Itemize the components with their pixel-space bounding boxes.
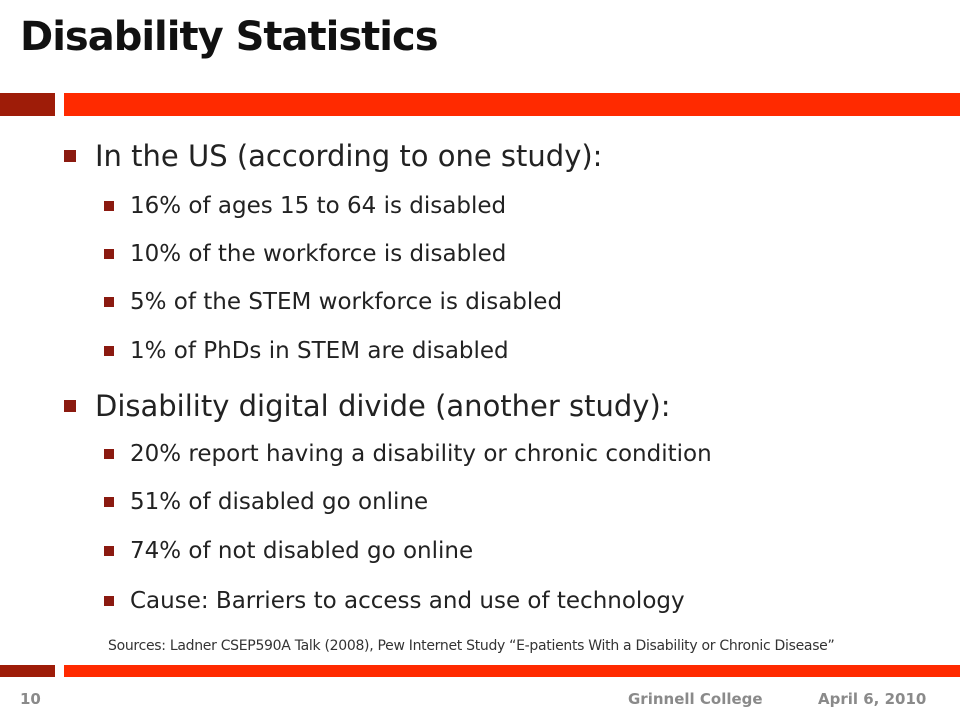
bullet-text: 1% of PhDs in STEM are disabled — [130, 338, 509, 364]
section-heading: In the US (according to one study): — [64, 136, 603, 176]
bullet-text: 74% of not disabled go online — [130, 538, 474, 564]
list-item: 1% of PhDs in STEM are disabled — [104, 335, 509, 367]
list-item: Cause: Barriers to access and use of tec… — [104, 585, 685, 617]
bullet-text: In the US (according to one study): — [95, 139, 603, 173]
bottom-bar-dark-segment — [0, 665, 55, 677]
section-heading: Disability digital divide (another study… — [64, 386, 671, 426]
list-item: 74% of not disabled go online — [104, 535, 474, 567]
bullet-square-icon — [104, 201, 114, 211]
bullet-text: Disability digital divide (another study… — [95, 389, 671, 423]
bullet-square-icon — [64, 400, 76, 412]
list-item: 51% of disabled go online — [104, 486, 429, 518]
bullet-text: 16% of ages 15 to 64 is disabled — [130, 193, 507, 219]
bullet-text: 51% of disabled go online — [130, 489, 429, 515]
bullet-square-icon — [104, 346, 114, 356]
bullet-square-icon — [104, 546, 114, 556]
list-item: 10% of the workforce is disabled — [104, 238, 507, 270]
footer-organization: Grinnell College — [628, 690, 763, 708]
page-number: 10 — [20, 690, 41, 708]
bullet-text: 5% of the STEM workforce is disabled — [130, 289, 563, 315]
bottom-bar-bright-segment — [64, 665, 960, 677]
bullet-text: 20% report having a disability or chroni… — [130, 441, 712, 467]
top-bar-dark-segment — [0, 93, 55, 116]
list-item: 20% report having a disability or chroni… — [104, 438, 712, 470]
bullet-square-icon — [104, 596, 114, 606]
bullet-square-icon — [104, 497, 114, 507]
bullet-square-icon — [104, 297, 114, 307]
bullet-square-icon — [64, 150, 76, 162]
bullet-text: Cause: Barriers to access and use of tec… — [130, 588, 685, 614]
top-bar-bright-segment — [64, 93, 960, 116]
bullet-square-icon — [104, 449, 114, 459]
slide-title: Disability Statistics — [20, 14, 439, 60]
bullet-text: 10% of the workforce is disabled — [130, 241, 507, 267]
list-item: 5% of the STEM workforce is disabled — [104, 286, 563, 318]
bullet-square-icon — [104, 249, 114, 259]
footer-date: April 6, 2010 — [818, 690, 927, 708]
list-item: 16% of ages 15 to 64 is disabled — [104, 190, 507, 222]
sources-note: Sources: Ladner CSEP590A Talk (2008), Pe… — [108, 638, 835, 654]
